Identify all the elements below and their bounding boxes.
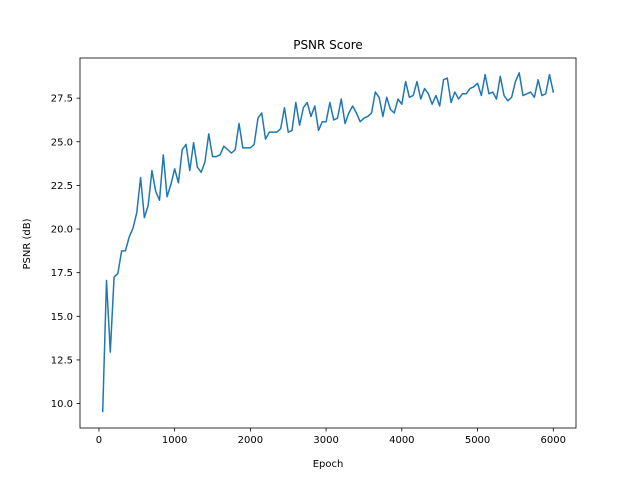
y-tick-label: 15.0 <box>51 312 73 323</box>
x-tick-label: 3000 <box>313 435 338 446</box>
y-tick-label: 12.5 <box>51 355 73 366</box>
chart-title: PSNR Score <box>293 38 363 52</box>
x-tick-label: 6000 <box>541 435 566 446</box>
y-tick-label: 17.5 <box>51 268 73 279</box>
y-tick-label: 10.0 <box>51 399 73 410</box>
y-tick-label: 25.0 <box>51 137 73 148</box>
y-axis-label: PSNR (dB) <box>22 218 33 269</box>
x-axis-label: Epoch <box>313 459 344 470</box>
y-tick-label: 27.5 <box>51 94 73 105</box>
psnr-series-line <box>101 72 555 413</box>
x-tick-label: 0 <box>96 435 102 446</box>
x-tick-label: 1000 <box>162 435 187 446</box>
y-tick-label: 22.5 <box>51 181 73 192</box>
axes-frame <box>79 57 577 429</box>
x-tick-label: 2000 <box>238 435 263 446</box>
plot-area: 0 1000 2000 3000 4000 5000 6000 10.0 12.5 15.0 17.… <box>51 57 577 446</box>
x-tick-label: 4000 <box>389 435 414 446</box>
x-tick-label: 5000 <box>465 435 490 446</box>
y-tick-label: 20.0 <box>51 225 73 236</box>
